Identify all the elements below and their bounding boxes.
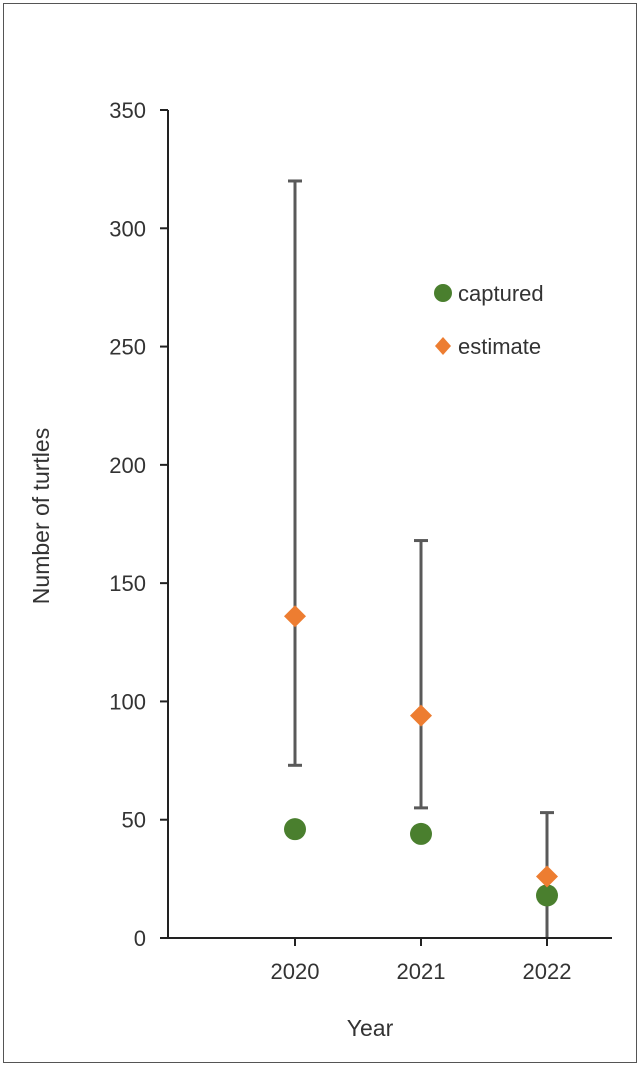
y-tick-label: 100: [109, 689, 146, 714]
x-tick-label: 2020: [271, 959, 320, 984]
tick-labels: 0 50 100 150 200 250 300 350 2020 2021 2022: [109, 98, 571, 984]
estimate-point: [284, 605, 306, 628]
legend-estimate-label: estimate: [458, 334, 541, 359]
y-tick-label: 200: [109, 453, 146, 478]
y-tick-label: 350: [109, 98, 146, 123]
y-tick-label: 50: [122, 808, 146, 833]
captured-point: [410, 822, 432, 845]
axes: [160, 109, 612, 946]
y-tick-label: 150: [109, 571, 146, 596]
x-tick-label: 2022: [523, 959, 572, 984]
captured-point: [284, 818, 306, 841]
data-markers: [284, 605, 558, 907]
x-tick-label: 2021: [397, 959, 446, 984]
chart-frame: [3, 3, 637, 1063]
y-tick-label: 250: [109, 335, 146, 360]
legend-captured-label: captured: [458, 281, 544, 306]
captured-point: [536, 884, 558, 907]
y-tick-label: 0: [134, 926, 146, 951]
estimate-point: [536, 865, 558, 888]
legend-estimate-marker: [435, 337, 451, 355]
x-axis-title: Year: [347, 1015, 394, 1041]
y-tick-label: 300: [109, 216, 146, 241]
estimate-point: [410, 704, 432, 727]
legend-captured-marker: [434, 284, 452, 302]
y-axis-title: Number of turtles: [28, 428, 54, 604]
legend: captured estimate: [434, 281, 544, 359]
